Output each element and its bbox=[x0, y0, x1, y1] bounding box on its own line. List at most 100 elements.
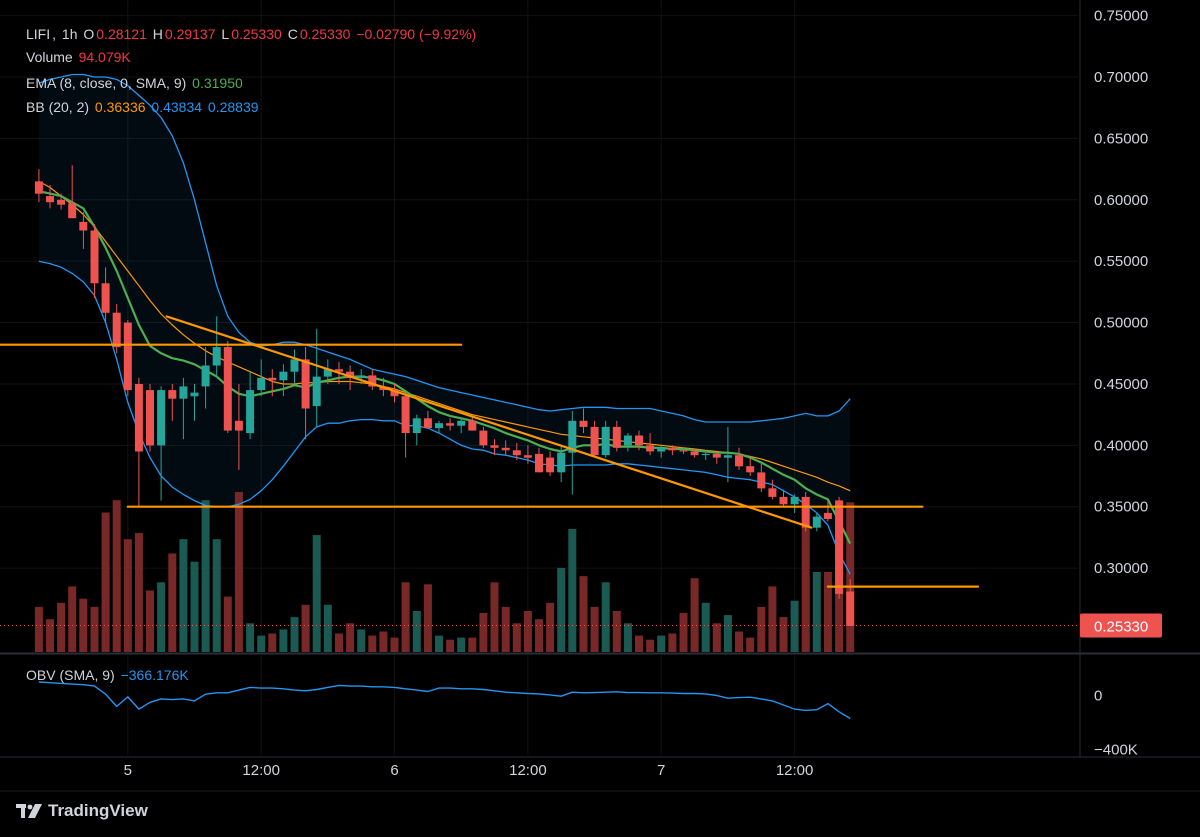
candle-body bbox=[446, 423, 455, 426]
candle-body bbox=[790, 496, 799, 505]
candle-body bbox=[46, 196, 54, 203]
tradingview-logo[interactable]: TradingView bbox=[16, 801, 148, 821]
volume-bar bbox=[746, 637, 755, 652]
legend-symbol[interactable]: LIFI bbox=[26, 26, 51, 42]
volume-bar bbox=[446, 639, 455, 652]
volume-bar bbox=[846, 502, 855, 652]
obv-tick-label: −400K bbox=[1094, 742, 1138, 759]
time-tick-label: 12:00 bbox=[242, 762, 280, 779]
candle-body bbox=[701, 453, 710, 456]
volume-bar bbox=[546, 602, 555, 652]
legend-volume[interactable]: Volume 94.079K bbox=[26, 48, 133, 66]
volume-bar bbox=[790, 600, 799, 652]
price-tick-label: 0.35000 bbox=[1094, 499, 1148, 516]
candle-body bbox=[757, 472, 766, 489]
tradingview-brand: TradingView bbox=[48, 801, 148, 820]
volume-bar bbox=[401, 582, 410, 652]
price-tick-label: 0.70000 bbox=[1094, 69, 1148, 86]
bb-upper-line bbox=[38, 73, 851, 423]
legend-ohlc: LIFI, 1h O 0.28121 H 0.29137 L 0.25330 C 0.2… bbox=[26, 26, 477, 42]
candle-body bbox=[268, 377, 277, 381]
time-axis[interactable]: 5 12:00 6 12:00 7 12:00 bbox=[124, 762, 814, 779]
candle-body bbox=[346, 371, 355, 378]
candle-body bbox=[390, 390, 399, 397]
volume-bar bbox=[168, 553, 177, 652]
trendline-descending-trend bbox=[165, 315, 813, 529]
volume-bar bbox=[79, 598, 88, 652]
price-tick-label: 0.60000 bbox=[1094, 192, 1148, 209]
candle-body bbox=[157, 390, 166, 446]
candle-body bbox=[846, 591, 855, 626]
legend-close-label: C bbox=[287, 26, 298, 42]
candle-body bbox=[768, 488, 777, 497]
volume-bar bbox=[146, 590, 154, 652]
legend-bb-basis: 0.36336 bbox=[94, 99, 146, 115]
candle-body bbox=[612, 426, 621, 448]
last-price-tag bbox=[1080, 613, 1162, 638]
trendlines[interactable] bbox=[0, 315, 1080, 626]
legend-low: 0.25330 bbox=[231, 26, 282, 42]
volume-bar bbox=[601, 582, 610, 652]
candle-body bbox=[712, 453, 721, 458]
legend-low-label: L bbox=[221, 26, 230, 42]
price-tick-label: 0.65000 bbox=[1094, 130, 1148, 147]
candle-body bbox=[690, 451, 699, 456]
legend-interval: 1h bbox=[61, 26, 78, 42]
candle-body bbox=[457, 420, 466, 426]
legend-ema-value: 0.31950 bbox=[192, 75, 243, 91]
volume-bar bbox=[468, 637, 477, 652]
volume-bar bbox=[390, 637, 399, 652]
price-tick-label: 0.55000 bbox=[1094, 253, 1148, 270]
candle-body bbox=[623, 435, 632, 446]
legend-obv[interactable]: OBV (SMA, 9) −366.176K bbox=[26, 666, 191, 684]
candle-body bbox=[823, 512, 832, 519]
volume-bar bbox=[768, 586, 777, 652]
volume-bar bbox=[301, 604, 310, 652]
candle-body bbox=[101, 283, 110, 313]
obv-tick-label: 0 bbox=[1094, 688, 1102, 705]
legend-bb[interactable]: BB (20, 2) 0.36336 0.43834 0.28839 bbox=[26, 98, 261, 116]
candle-body bbox=[646, 445, 655, 452]
volume-bar bbox=[223, 596, 232, 652]
candle-body bbox=[523, 455, 532, 458]
volume-bar bbox=[523, 611, 532, 652]
time-tick-label: 12:00 bbox=[509, 762, 547, 779]
volume-bar bbox=[701, 602, 710, 652]
volume-bar bbox=[657, 635, 666, 652]
candle-body bbox=[301, 359, 310, 409]
candle-body bbox=[579, 420, 588, 427]
time-tick-label: 12:00 bbox=[776, 762, 814, 779]
candle-body bbox=[668, 447, 677, 451]
candles[interactable] bbox=[34, 165, 855, 626]
candle-body bbox=[335, 369, 343, 372]
volume-bar bbox=[134, 533, 143, 652]
candle-body bbox=[90, 230, 99, 284]
price-axis[interactable]: 0.75000 0.70000 0.65000 0.60000 0.55000 0.500… bbox=[1080, 8, 1162, 759]
candle-body bbox=[257, 377, 266, 391]
legend-ema[interactable]: EMA (8, close, 0, SMA, 9) 0.31950 bbox=[26, 74, 245, 92]
legend-change: −0.02790 (−9.92%) bbox=[356, 26, 477, 42]
candle-body bbox=[223, 347, 232, 431]
legend-ema-label: EMA (8, close, 0, SMA, 9) bbox=[26, 75, 187, 91]
candle-body bbox=[357, 375, 366, 378]
candle-body bbox=[501, 447, 510, 451]
price-tick-label: 0.50000 bbox=[1094, 315, 1148, 332]
candle-body bbox=[190, 392, 199, 397]
volume-bar bbox=[246, 623, 255, 652]
volume-bar bbox=[179, 539, 188, 652]
candle-body bbox=[723, 455, 732, 458]
volume-bar bbox=[635, 635, 643, 652]
candle-body bbox=[601, 426, 610, 456]
volume-bar bbox=[190, 561, 199, 652]
legend-high: 0.29137 bbox=[164, 26, 216, 42]
indicator-lines bbox=[38, 73, 852, 575]
candle-body bbox=[801, 496, 810, 528]
volume-bar bbox=[590, 606, 599, 652]
volume-bar bbox=[290, 617, 299, 652]
price-tick-label: 0.45000 bbox=[1094, 376, 1148, 393]
candle-body bbox=[168, 390, 177, 399]
candle-body bbox=[835, 500, 844, 594]
volume-bar bbox=[757, 606, 766, 652]
time-tick-label: 6 bbox=[390, 762, 398, 779]
